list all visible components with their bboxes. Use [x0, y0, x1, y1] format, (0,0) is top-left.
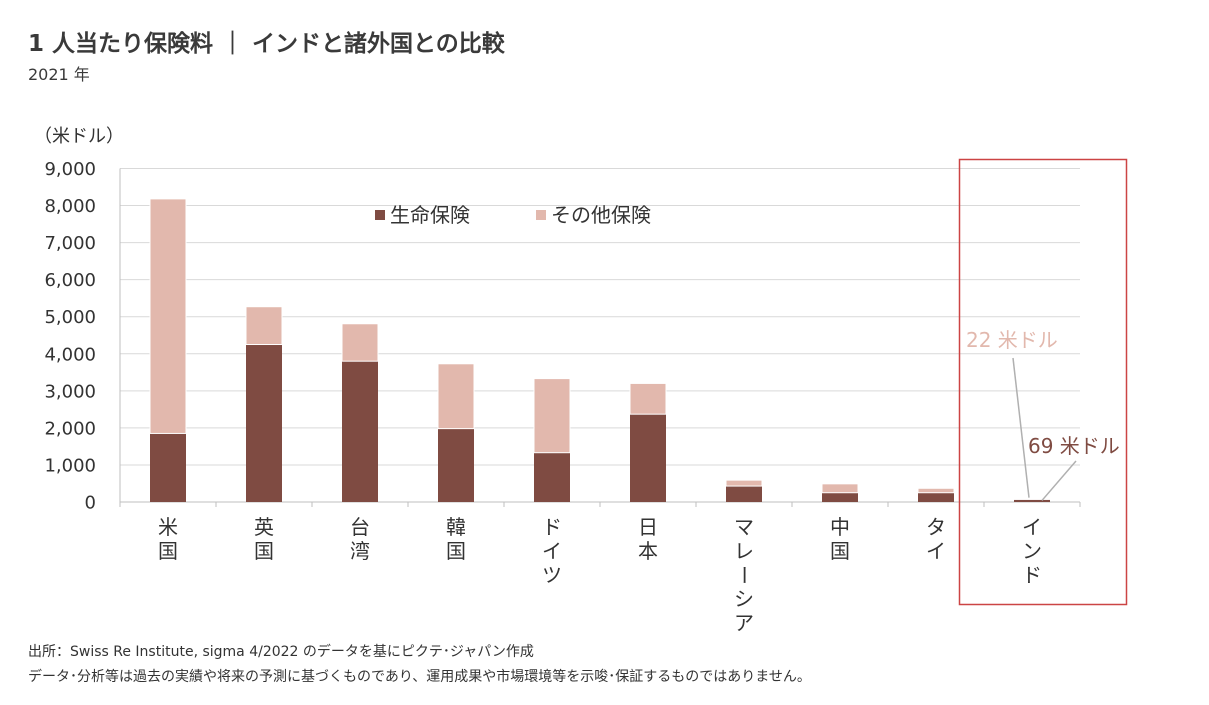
- annotation-leader-life: [1041, 460, 1077, 501]
- y-tick-label: 6,000: [44, 270, 96, 291]
- x-tick-label: 国: [254, 539, 274, 563]
- bar-life-insurance: [630, 414, 666, 502]
- bar-life-insurance: [918, 492, 954, 502]
- x-tick-label: ツ: [542, 563, 562, 587]
- y-tick-label: 0: [85, 493, 96, 514]
- x-tick-label: ア: [734, 611, 754, 635]
- chart-title: 1 人当たり保険料 ｜ インドと諸外国との比較: [28, 31, 505, 57]
- x-tick-label: タ: [926, 515, 946, 539]
- highlight-box: [958, 158, 1128, 606]
- bar-life-insurance: [1014, 499, 1050, 502]
- bar-life-insurance: [246, 344, 282, 502]
- bar-other-insurance: [821, 483, 859, 494]
- bar-life-insurance: [822, 492, 858, 502]
- bar-other-insurance: [245, 306, 283, 346]
- x-tick-label: イ: [542, 539, 562, 563]
- legend-label-other: その他保険: [551, 203, 651, 227]
- bar-other-insurance: [1013, 498, 1051, 500]
- x-tick-label: 台: [350, 515, 370, 539]
- annotation-leader-other: [1012, 357, 1030, 498]
- x-tick-label: ド: [1022, 563, 1042, 587]
- bar-other-insurance: [917, 487, 955, 494]
- bar-life-insurance: [150, 433, 186, 502]
- bar-other-insurance: [437, 363, 475, 430]
- x-tick-label: 国: [830, 539, 850, 563]
- y-tick-label: 4,000: [44, 344, 96, 365]
- bar-other-insurance: [533, 378, 571, 454]
- x-tick-label: 中: [830, 515, 850, 539]
- bar-life-insurance: [342, 361, 378, 502]
- x-tick-label: イ: [926, 539, 946, 563]
- x-tick-label: 国: [158, 539, 178, 563]
- x-tick-label: 国: [446, 539, 466, 563]
- x-tick-label: シ: [734, 587, 754, 611]
- source-note: 出所：Swiss Re Institute, sigma 4/2022 のデータ…: [28, 644, 534, 660]
- y-tick-label: 7,000: [44, 233, 96, 254]
- x-tick-label: 韓: [446, 515, 466, 539]
- annotation-life: 69 米ドル: [1028, 434, 1120, 458]
- x-tick-label: ン: [1022, 539, 1042, 563]
- chart-subtitle: 2021 年: [28, 65, 90, 84]
- bar-other-insurance: [629, 382, 667, 415]
- bar-other-insurance: [725, 479, 763, 487]
- x-tick-label: 本: [638, 539, 658, 563]
- y-tick-label: 2,000: [44, 418, 96, 439]
- y-tick-label: 5,000: [44, 307, 96, 328]
- y-tick-label: 3,000: [44, 381, 96, 402]
- x-tick-label: 英: [254, 515, 274, 539]
- legend-label-life: 生命保険: [390, 203, 470, 227]
- y-tick-label: 8,000: [44, 196, 96, 217]
- x-tick-label: レ: [734, 539, 754, 563]
- legend-swatch-life: [375, 210, 385, 220]
- bar-life-insurance: [726, 486, 762, 502]
- bar-life-insurance: [534, 452, 570, 502]
- y-tick-label: 1,000: [44, 455, 96, 476]
- bar-other-insurance: [149, 198, 187, 434]
- x-tick-label: イ: [1022, 515, 1042, 539]
- y-axis-label: （米ドル）: [34, 126, 124, 147]
- x-tick-label: ー: [732, 565, 756, 585]
- bar-other-insurance: [341, 323, 379, 362]
- disclaimer-note: データ･分析等は過去の実績や将来の予測に基づくものであり、運用成果や市場環境等を…: [28, 669, 811, 685]
- x-tick-label: 米: [158, 515, 178, 539]
- y-tick-label: 9,000: [44, 159, 96, 180]
- bar-life-insurance: [438, 428, 474, 502]
- x-tick-label: 湾: [350, 539, 370, 563]
- x-tick-label: ド: [542, 515, 562, 539]
- legend-swatch-other: [536, 210, 546, 220]
- annotation-other: 22 米ドル: [966, 328, 1058, 352]
- x-tick-label: 日: [638, 515, 658, 539]
- x-tick-label: マ: [734, 515, 754, 539]
